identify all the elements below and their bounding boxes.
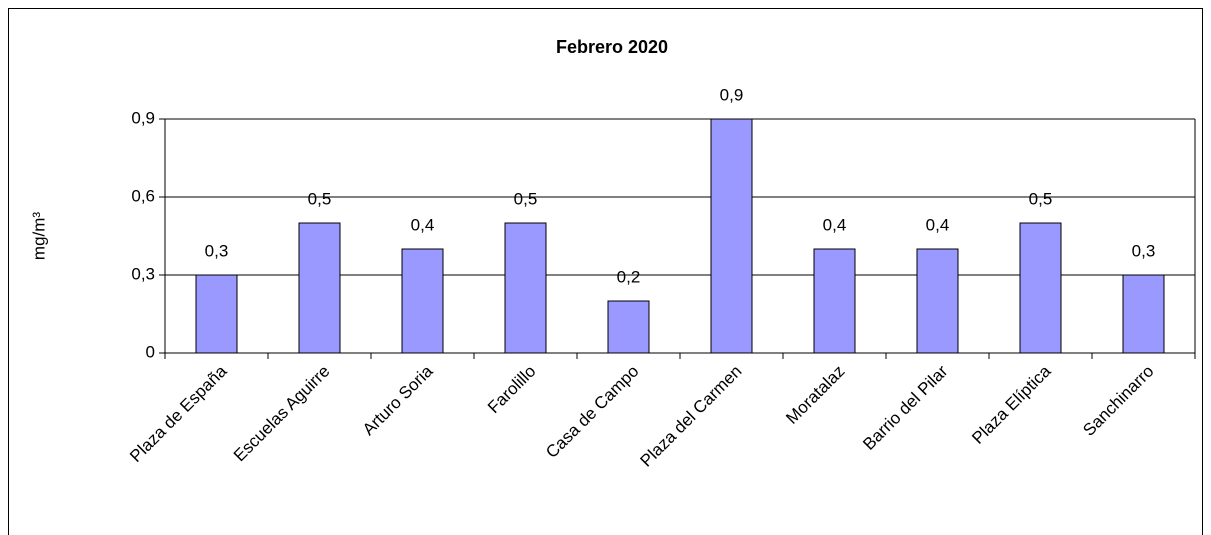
data-label: 0,4 [926,215,950,234]
bar [710,118,753,354]
data-label: 0,2 [617,267,641,286]
y-axis-label: mg/m³ [29,212,48,261]
x-tick-label: Sanchinarro [1079,362,1157,440]
bar [1019,222,1062,354]
x-tick-label: Barrio del Pilar [859,361,952,454]
y-tick-label: 0,9 [131,108,155,127]
bar [607,300,650,354]
data-label: 0,4 [823,215,847,234]
bar [1122,274,1165,354]
y-tick-label: 0,3 [131,264,155,283]
bar [195,274,238,354]
bar [813,248,856,354]
bar [298,222,341,354]
bar [504,222,547,354]
chart-frame [8,8,1203,535]
y-tick-label: 0,6 [131,186,155,205]
data-label: 0,3 [1132,241,1156,260]
data-label: 0,5 [308,189,332,208]
chart-title: Febrero 2020 [556,37,668,57]
data-label: 0,5 [514,189,538,208]
data-label: 0,3 [205,241,229,260]
x-tick-label: Casa de Campo [542,362,642,462]
data-label: 0,4 [411,215,435,234]
x-tick-label: Escuelas Aguirre [230,362,334,466]
x-tick-label: Moratalaz [782,362,848,428]
data-label: 0,9 [720,85,744,104]
x-tick-label: Arturo Soria [359,361,437,439]
bar [401,248,444,354]
data-label: 0,5 [1029,189,1053,208]
x-tick-label: Plaza Elíptica [968,361,1055,448]
x-tick-label: Plaza del Carmen [637,362,746,471]
y-tick-label: 0 [146,342,155,361]
x-tick-label: Farolillo [484,362,540,418]
bar [916,248,959,354]
x-tick-label: Plaza de España [126,361,231,466]
